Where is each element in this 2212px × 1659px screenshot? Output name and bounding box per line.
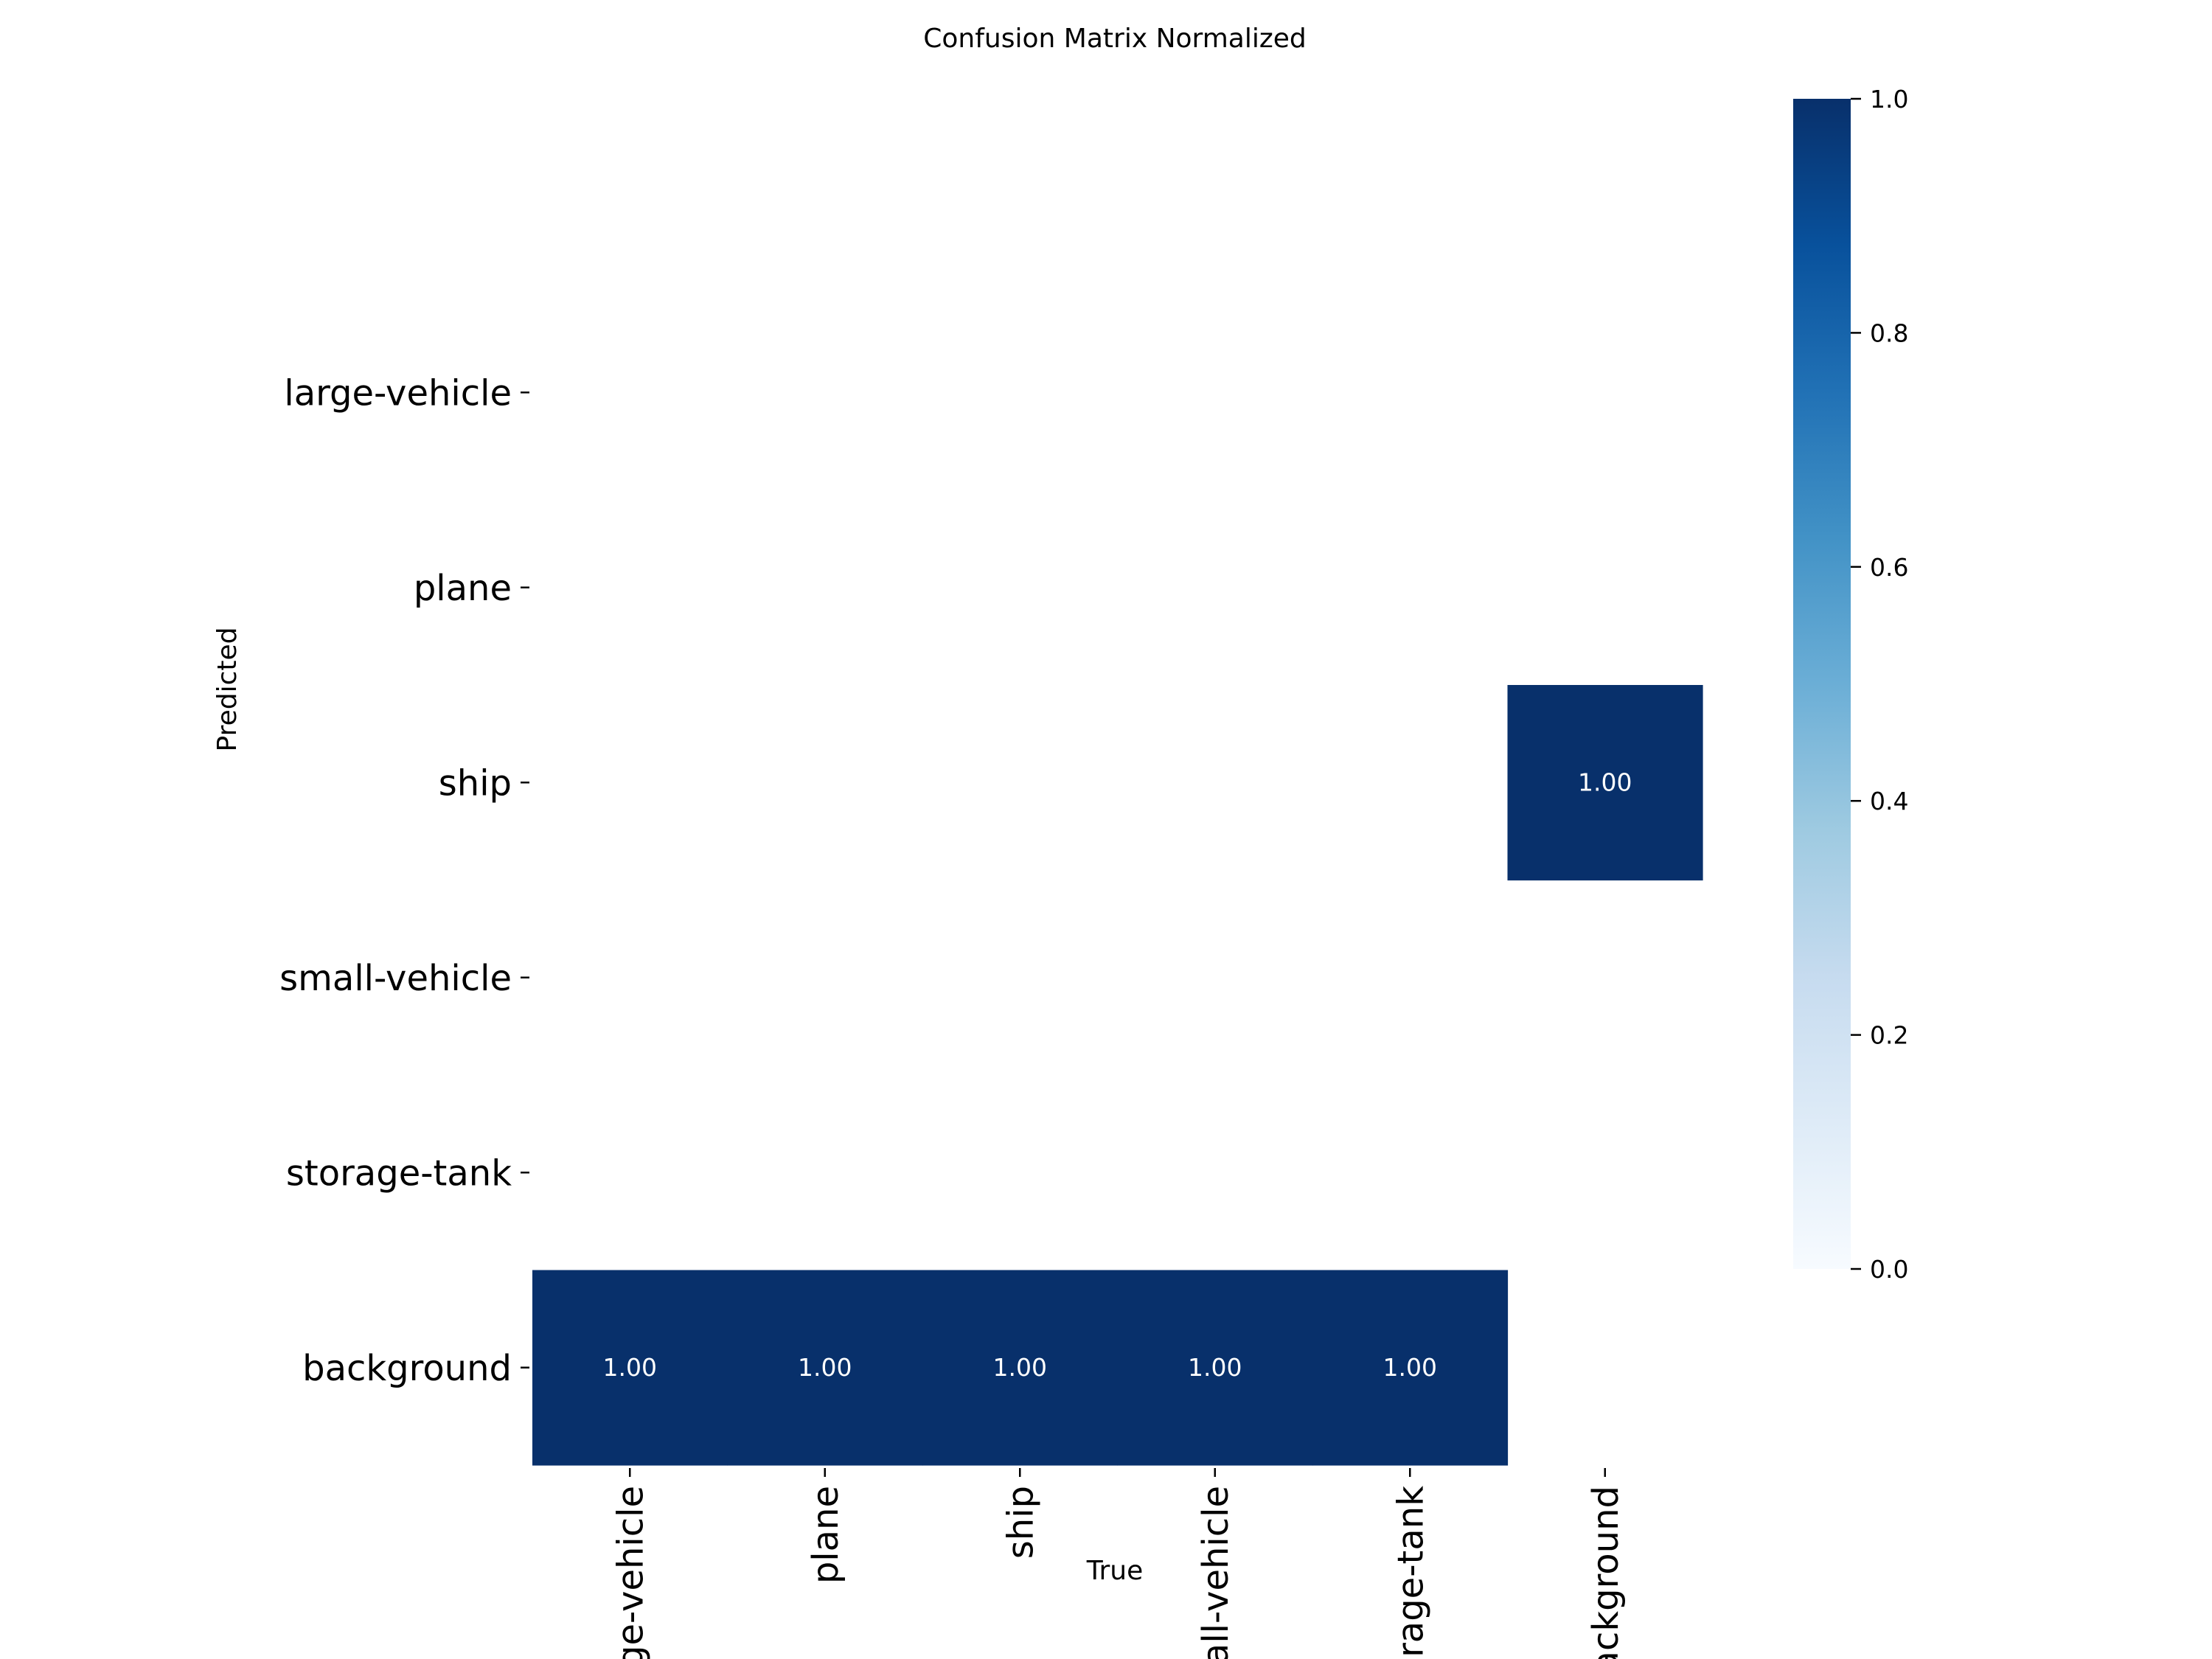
cell-value-label: 1.00 bbox=[993, 1353, 1047, 1382]
x-tick-label: plane bbox=[805, 1486, 846, 1584]
y-axis-label: Predicted bbox=[212, 627, 243, 752]
y-tick-label: plane bbox=[414, 568, 512, 609]
cell-value-label: 1.00 bbox=[798, 1353, 852, 1382]
y-tick-label: small-vehicle bbox=[279, 958, 512, 999]
colorbar-tick-label: 0.2 bbox=[1870, 1021, 1908, 1050]
x-axis-label: True bbox=[1086, 1556, 1143, 1586]
colorbar-tick-label: 0.0 bbox=[1870, 1255, 1908, 1284]
x-tick-label: large-vehicle bbox=[610, 1486, 651, 1659]
y-tick-label: storage-tank bbox=[286, 1152, 512, 1194]
colorbar bbox=[1793, 99, 1851, 1269]
colorbar-tick-label: 1.0 bbox=[1870, 85, 1908, 114]
cell-value-label: 1.00 bbox=[1383, 1353, 1437, 1382]
colorbar-ticks: 0.0 0.2 0.4 0.6 0.8 1.0 bbox=[1851, 85, 1908, 1284]
x-axis-ticks: large-vehicle plane ship small-vehicle stora… bbox=[610, 1468, 1627, 1659]
heatmap-cell bbox=[1117, 1270, 1313, 1466]
x-tick-label: small-vehicle bbox=[1195, 1486, 1237, 1659]
cell-value-label: 1.00 bbox=[603, 1353, 657, 1382]
heatmap-cell bbox=[532, 1270, 728, 1466]
chart-title: Confusion Matrix Normalized bbox=[923, 24, 1306, 54]
heatmap-cells bbox=[532, 685, 1703, 1466]
x-tick-label: storage-tank bbox=[1390, 1486, 1431, 1659]
heatmap-cell bbox=[922, 1270, 1119, 1466]
colorbar-tick-label: 0.6 bbox=[1870, 553, 1908, 582]
heatmap-cell bbox=[727, 1270, 923, 1466]
cell-value-label: 1.00 bbox=[1188, 1353, 1242, 1382]
x-tick-label: background bbox=[1585, 1486, 1627, 1659]
heatmap-cell-labels: 1.00 1.00 1.00 1.00 1.00 1.00 bbox=[603, 768, 1632, 1382]
y-tick-label: ship bbox=[439, 762, 512, 804]
colorbar-tick-label: 0.4 bbox=[1870, 787, 1908, 815]
colorbar-tick-label: 0.8 bbox=[1870, 319, 1908, 347]
x-tick-label: ship bbox=[1000, 1486, 1041, 1559]
cell-value-label: 1.00 bbox=[1578, 768, 1632, 796]
y-tick-label: background bbox=[302, 1348, 512, 1389]
y-axis-ticks: large-vehicle plane ship small-vehicle stora… bbox=[279, 372, 529, 1389]
y-tick-label: large-vehicle bbox=[284, 372, 512, 414]
heatmap-cell bbox=[1312, 1270, 1509, 1466]
heatmap-cell bbox=[1507, 685, 1703, 881]
